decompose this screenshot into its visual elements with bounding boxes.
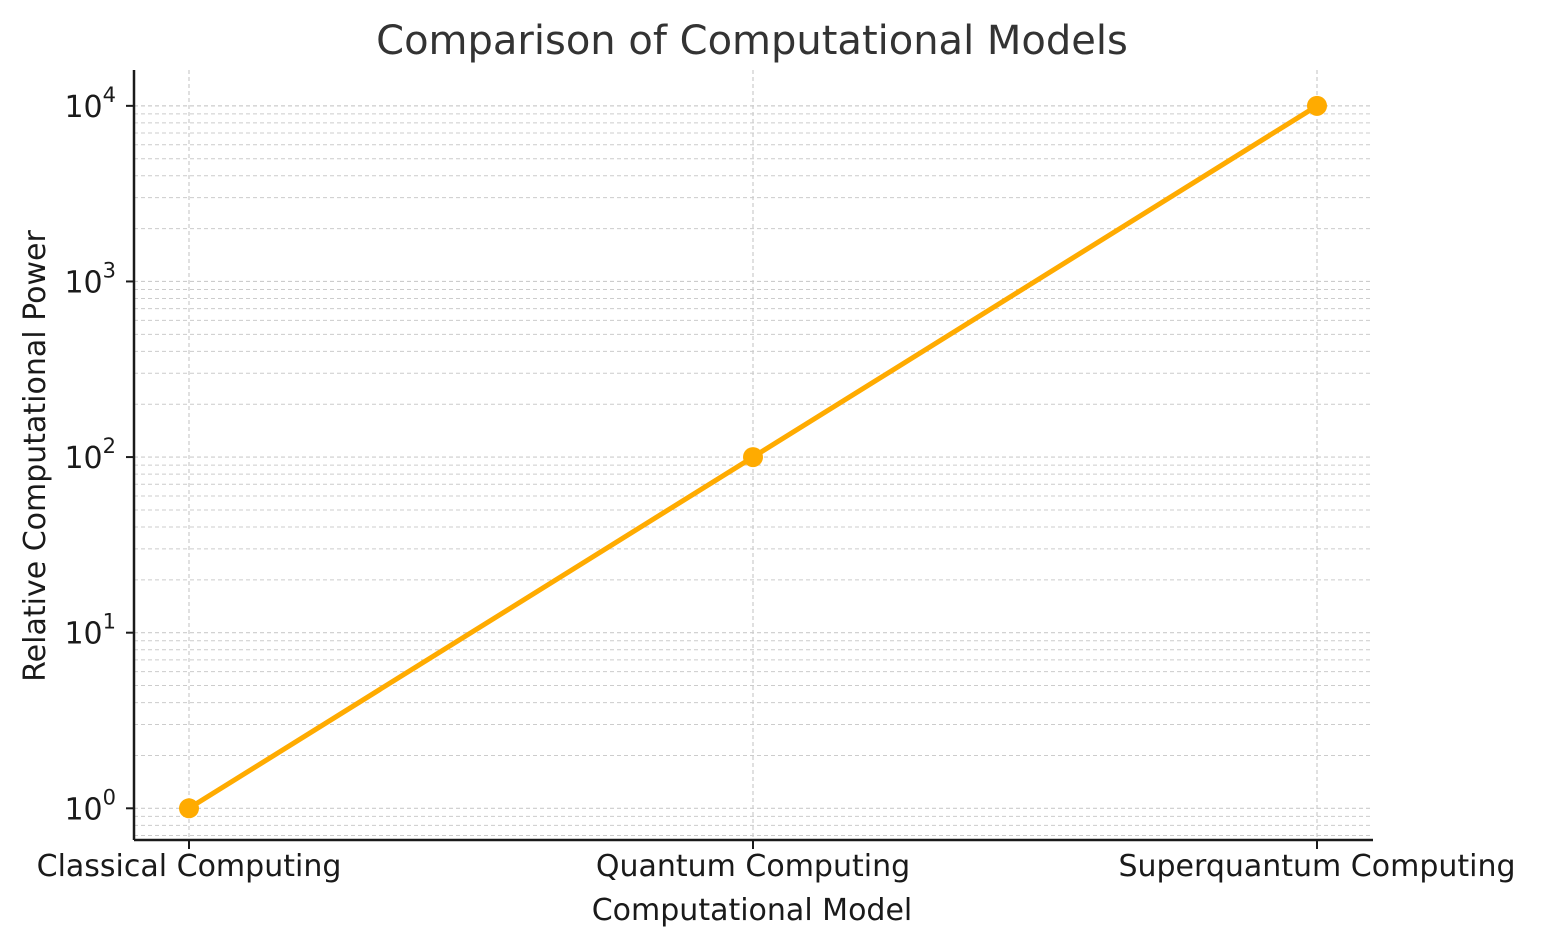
x-tick-label: Superquantum Computing: [1118, 849, 1515, 884]
data-point: [743, 447, 763, 468]
y-tick-label: 102: [64, 434, 116, 476]
x-tick-label: Quantum Computing: [596, 849, 910, 884]
grid: [134, 70, 1373, 840]
series: [179, 95, 1327, 819]
x-ticks: Classical Computing Quantum Computing Supe…: [37, 840, 1516, 884]
y-tick-label: 103: [64, 258, 116, 300]
y-ticks: 100 101 102 103 104: [64, 83, 134, 827]
y-tick-label: 101: [64, 610, 116, 652]
data-point: [1307, 95, 1327, 116]
y-tick-label: 100: [64, 785, 116, 827]
y-tick-label: 104: [64, 83, 116, 125]
chart-title: Comparison of Computational Models: [376, 18, 1128, 64]
y-axis-label: Relative Computational Power: [18, 230, 53, 682]
x-axis-label: Computational Model: [592, 893, 913, 928]
x-tick-label: Classical Computing: [37, 849, 342, 884]
data-point: [179, 798, 199, 819]
